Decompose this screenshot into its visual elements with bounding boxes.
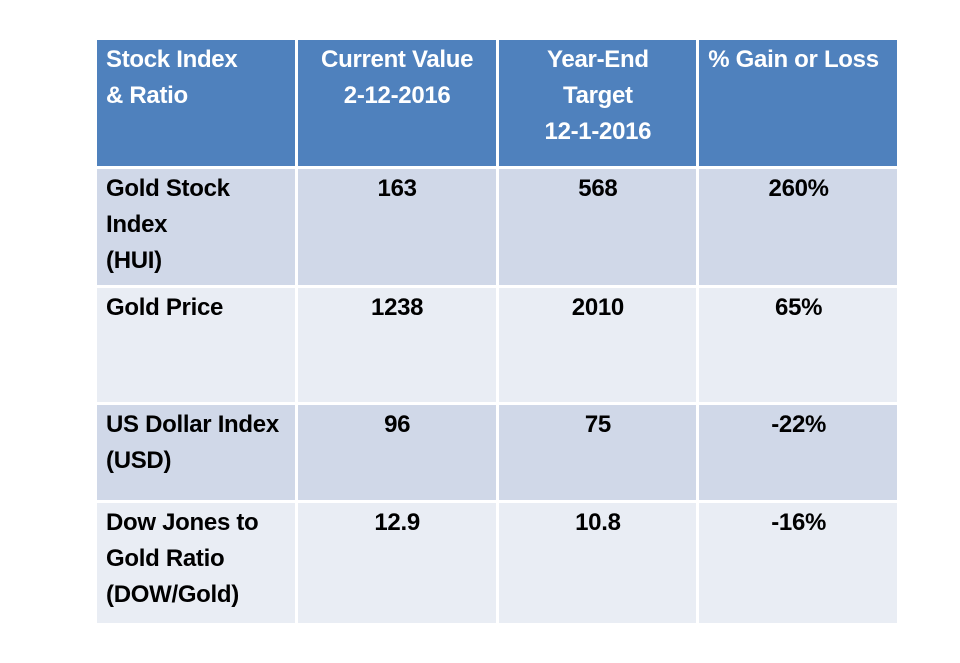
row-us-dollar-index-label: US Dollar Index (USD) (97, 405, 295, 500)
header-cell-stock-index-ratio: Stock Index & Ratio (97, 40, 295, 166)
row-us-dollar-index-current: 96 (297, 405, 496, 500)
row-gold-price-gain: 65% (699, 288, 897, 402)
row-gold-price-current: 1238 (297, 288, 496, 402)
header-cell-gain-or-loss: % Gain or Loss (699, 40, 897, 166)
row-gold-stock-index-gain: 260% (699, 169, 897, 285)
row-us-dollar-index-target: 75 (498, 405, 697, 500)
row-gold-price-target: 2010 (498, 288, 697, 402)
row-dow-gold-ratio-gain: -16% (699, 503, 897, 623)
row-dow-gold-ratio-target: 10.8 (498, 503, 697, 623)
stock-index-table: Stock Index & Ratio Current Value 2-12-2… (97, 40, 897, 623)
row-gold-stock-index-label: Gold Stock Index (HUI) (97, 169, 295, 285)
row-gold-stock-index-target: 568 (498, 169, 697, 285)
header-cell-year-end-target: Year-End Target 12-1-2016 (498, 40, 697, 166)
row-us-dollar-index-gain: -22% (699, 405, 897, 500)
row-dow-gold-ratio-current: 12.9 (297, 503, 496, 623)
header-cell-current-value: Current Value 2-12-2016 (297, 40, 496, 166)
row-gold-price-label: Gold Price (97, 288, 295, 402)
row-gold-stock-index-current: 163 (297, 169, 496, 285)
row-dow-gold-ratio-label: Dow Jones to Gold Ratio (DOW/Gold) (97, 503, 295, 623)
